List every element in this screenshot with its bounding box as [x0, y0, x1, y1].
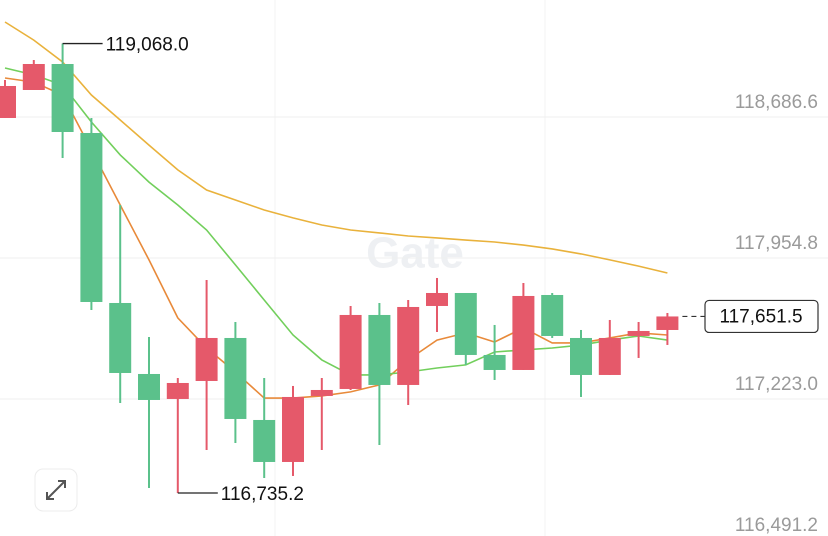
moving-average-line	[4, 67, 668, 376]
candle-body	[138, 373, 160, 400]
candle-body	[656, 316, 679, 330]
max-marker-label: 119,068.0	[106, 35, 189, 56]
candle-body	[570, 337, 592, 375]
candle-body	[22, 64, 45, 90]
expand-icon[interactable]	[46, 480, 66, 500]
candle-body	[397, 306, 420, 385]
candle-body	[483, 354, 506, 370]
y-tick-label: 118,686.6	[735, 92, 818, 113]
candle-body	[80, 132, 103, 302]
candle-body	[109, 302, 132, 373]
candle-body	[541, 294, 564, 336]
candle-body	[368, 314, 391, 385]
y-tick-label: 117,223.0	[735, 374, 818, 395]
y-tick-label: 116,491.2	[735, 515, 818, 536]
min-marker-label: 116,735.2	[221, 484, 304, 505]
candle-body	[426, 292, 448, 306]
candle-body	[512, 295, 535, 370]
candle-body	[282, 396, 304, 462]
candle-body	[310, 389, 333, 396]
candle-body	[224, 337, 247, 419]
candle-body	[454, 292, 477, 355]
moving-average-line	[4, 77, 668, 399]
last-price-label: 117,651.5	[719, 306, 802, 327]
candle-body	[166, 382, 189, 399]
candle-body	[598, 337, 621, 375]
moving-average-line	[4, 21, 668, 274]
candle-body	[253, 419, 276, 462]
candle-body	[627, 330, 650, 336]
candle-body	[0, 85, 16, 118]
candle-body	[51, 64, 74, 132]
expand-button[interactable]	[34, 468, 78, 512]
candle-body	[339, 314, 362, 389]
y-tick-label: 117,954.8	[735, 233, 818, 254]
candle-body	[195, 337, 218, 381]
last-price-box	[704, 299, 819, 334]
